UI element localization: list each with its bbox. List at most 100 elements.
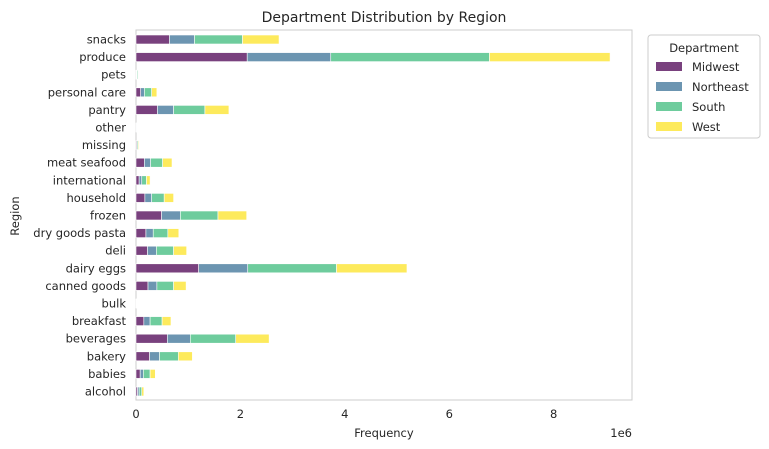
- bar-midwest-international: [135, 175, 140, 186]
- bar-midwest-dry-goods-pasta: [135, 228, 147, 238]
- y-tick-label: breakfast: [72, 314, 127, 328]
- bar-south-personal-care: [144, 87, 152, 98]
- x-axis-scale-label: 1e6: [610, 426, 632, 440]
- bar-south-meat-seafood: [150, 157, 163, 168]
- bar-midwest-babies: [135, 369, 141, 379]
- y-tick-label: pets: [101, 68, 126, 82]
- bar-northeast-canned-goods: [147, 281, 158, 291]
- bar-northeast-babies: [139, 369, 144, 379]
- y-tick-label: babies: [88, 367, 126, 381]
- bar-midwest-breakfast: [135, 316, 145, 326]
- bar-west-beverages: [235, 333, 270, 344]
- legend-swatch-west: [656, 122, 682, 131]
- bar-northeast-international: [138, 175, 143, 186]
- bar-northeast-personal-care: [140, 87, 145, 98]
- bar-south-international: [141, 175, 147, 186]
- y-tick-label: bakery: [87, 349, 126, 363]
- x-tick-label: 6: [446, 407, 453, 421]
- bar-west-meat-seafood: [162, 157, 173, 168]
- bar-northeast-produce: [246, 52, 332, 62]
- bar-northeast-beverages: [167, 333, 191, 344]
- bar-west-missing: [138, 140, 140, 150]
- bar-midwest-deli: [135, 245, 148, 256]
- y-tick-label: canned goods: [45, 279, 126, 293]
- bar-northeast-household: [144, 193, 152, 203]
- chart-title: Department Distribution by Region: [262, 10, 507, 26]
- legend-label-midwest: Midwest: [692, 60, 740, 74]
- bar-west-produce: [489, 52, 611, 62]
- bar-midwest-pantry: [135, 105, 158, 115]
- bar-northeast-pantry: [157, 105, 174, 115]
- bar-south-babies: [143, 369, 151, 379]
- x-tick-label: 2: [237, 407, 244, 421]
- legend-swatch-south: [656, 102, 682, 111]
- x-tick-label: 0: [132, 407, 139, 421]
- bar-south-dry-goods-pasta: [152, 228, 169, 238]
- y-tick-label: frozen: [90, 209, 126, 223]
- bar-midwest-meat-seafood: [135, 157, 145, 168]
- bar-northeast-snacks: [169, 34, 195, 45]
- bar-midwest-beverages: [135, 333, 168, 344]
- bar-west-snacks: [242, 34, 280, 45]
- y-tick-label: pantry: [88, 103, 126, 117]
- bar-west-bakery: [177, 351, 193, 362]
- y-tick-label: snacks: [87, 33, 126, 47]
- bar-south-alcohol: [138, 386, 143, 397]
- legend-swatch-midwest: [656, 62, 682, 71]
- y-tick-label: personal care: [48, 85, 126, 99]
- bar-west-frozen: [217, 210, 247, 221]
- y-tick-label: produce: [79, 50, 126, 64]
- bar-midwest-canned-goods: [135, 281, 149, 291]
- y-tick-label: meat seafood: [47, 156, 126, 170]
- bar-midwest-dairy-eggs: [135, 263, 199, 274]
- bar-west-deli: [173, 245, 187, 256]
- plot-area: alcohol babies bakery beverages breakfast bul…: [33, 29, 633, 421]
- x-axis-label: Frequency: [354, 426, 414, 440]
- bar-west-international: [146, 175, 151, 186]
- bar-northeast-meat-seafood: [144, 157, 151, 168]
- bar-west-alcohol: [141, 386, 145, 397]
- legend-frame: [647, 34, 761, 139]
- y-tick-label: international: [53, 173, 126, 187]
- bar-south-produce: [330, 52, 490, 62]
- bar-northeast-dry-goods-pasta: [145, 228, 154, 238]
- bar-northeast-breakfast: [143, 316, 151, 326]
- bar-midwest-bakery: [135, 351, 150, 362]
- legend-swatch-northeast: [656, 82, 682, 91]
- y-tick-label: deli: [105, 244, 126, 258]
- y-tick-label: dry goods pasta: [33, 226, 126, 240]
- legend-title: Department: [669, 41, 739, 55]
- bar-south-dairy-eggs: [247, 263, 337, 274]
- bar-west-babies: [149, 369, 156, 379]
- y-axis-label: Region: [8, 196, 22, 235]
- bar-midwest-frozen: [135, 210, 162, 221]
- bar-south-beverages: [189, 333, 237, 344]
- bar-midwest-household: [135, 193, 146, 203]
- legend-label-northeast: Northeast: [692, 80, 749, 94]
- y-tick-label: bulk: [102, 297, 127, 311]
- bar-west-dairy-eggs: [336, 263, 408, 274]
- bar-west-dry-goods-pasta: [167, 228, 180, 238]
- bar-west-pets: [137, 69, 139, 80]
- bar-west-pantry: [204, 105, 230, 115]
- bar-south-deli: [156, 245, 174, 256]
- bar-west-canned-goods: [173, 281, 187, 291]
- bar-south-bakery: [159, 351, 179, 362]
- bar-northeast-bakery: [149, 351, 160, 362]
- bar-south-frozen: [180, 210, 219, 221]
- y-tick-label: other: [95, 121, 126, 135]
- bar-midwest-personal-care: [135, 87, 141, 98]
- bar-south-pantry: [173, 105, 206, 115]
- y-tick-label: alcohol: [85, 385, 126, 399]
- bar-west-household: [163, 193, 174, 203]
- legend: Department Midwest Northeast South West: [647, 34, 761, 139]
- y-tick-label: beverages: [66, 332, 126, 346]
- bar-south-breakfast: [149, 316, 163, 326]
- bar-northeast-frozen: [161, 210, 181, 221]
- bar-west-breakfast: [161, 316, 172, 326]
- x-tick-label: 8: [550, 407, 557, 421]
- y-tick-label: missing: [82, 138, 126, 152]
- bar-northeast-deli: [147, 245, 157, 256]
- legend-label-west: West: [692, 120, 721, 134]
